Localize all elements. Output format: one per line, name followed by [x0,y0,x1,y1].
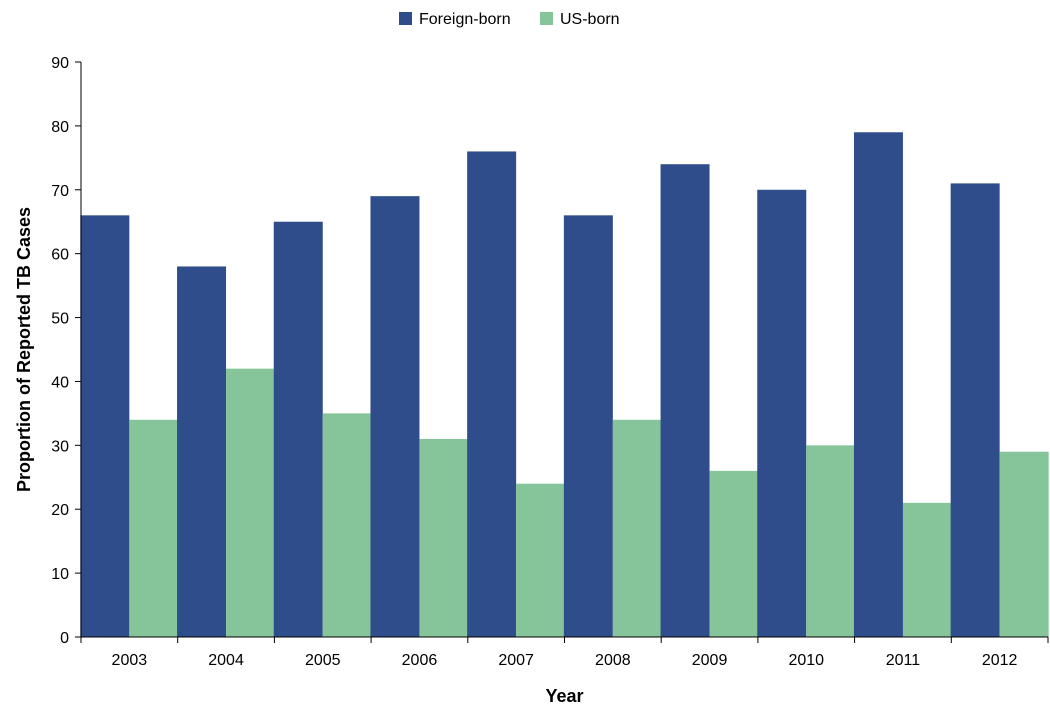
x-tick-label: 2012 [982,652,1018,669]
x-tick-label: 2010 [788,652,824,669]
x-tick-label: 2009 [692,652,728,669]
bar-foreign-born-2004 [177,266,227,637]
legend-label: Foreign-born [419,11,511,28]
bar-foreign-born-2008 [563,215,613,638]
bar-foreign-born-2010 [757,189,807,637]
bar-us-born-2009 [709,470,759,637]
x-tick-label: 2006 [402,652,438,669]
bar-foreign-born-2005 [273,221,323,637]
bar-foreign-born-2009 [660,164,710,637]
bar-us-born-2011 [902,502,952,637]
x-tick-label: 2005 [305,652,341,669]
x-axis-title: Year [545,686,583,706]
legend-swatch [540,12,553,25]
bar-us-born-2012 [999,451,1049,637]
bar-foreign-born-2012 [950,183,1000,637]
y-axis-title: Proportion of Reported TB Cases [14,207,34,492]
legend: Foreign-born US-born [399,11,620,28]
x-axis-ticks: 2003 2004 2005 2006 2007 2008 2009 2010 2011 2012 [80,637,1049,669]
x-tick-label: 2011 [886,652,921,669]
y-tick-label: 80 [51,119,69,136]
x-tick-label: 2008 [595,652,631,669]
bar-us-born-2008 [612,419,662,637]
y-tick-label: 50 [51,311,69,328]
bar-us-born-2004 [226,368,276,637]
y-tick-label: 40 [51,374,69,391]
y-tick-label: 0 [60,630,69,647]
bar-foreign-born-2006 [370,196,420,637]
bar-us-born-2003 [129,419,179,637]
y-tick-label: 70 [51,183,69,200]
y-tick-label: 10 [51,566,69,583]
bar-foreign-born-2003 [80,215,130,638]
legend-swatch [399,12,412,25]
bar-us-born-2006 [419,438,469,637]
bar-us-born-2007 [516,483,566,637]
legend-label: US-born [560,11,620,28]
y-tick-label: 30 [51,438,69,455]
bar-foreign-born-2011 [853,132,903,637]
y-tick-label: 60 [51,247,69,264]
x-tick-label: 2004 [208,652,244,669]
x-tick-label: 2007 [498,652,534,669]
x-tick-label: 2003 [112,652,148,669]
bar-us-born-2005 [322,413,372,637]
y-tick-label: 20 [51,502,69,519]
y-tick-label: 90 [51,55,69,72]
y-axis-ticks: 0 10 20 30 40 50 60 70 80 90 [51,55,81,647]
bar-foreign-born-2007 [467,151,517,637]
bars [80,132,1049,638]
bar-us-born-2010 [806,445,856,637]
